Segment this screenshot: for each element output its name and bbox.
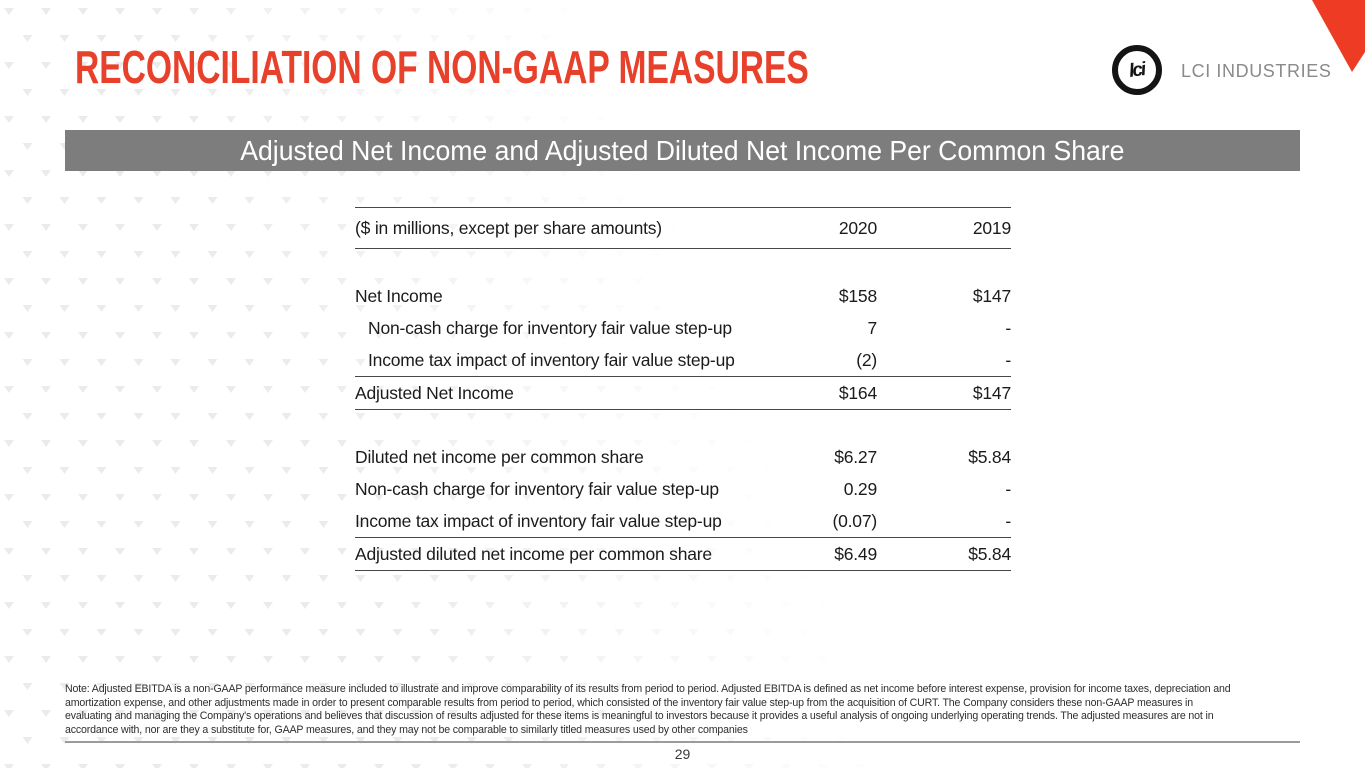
row-label: Income tax impact of inventory fair valu… (368, 349, 735, 370)
row-label: Diluted net income per common share (355, 446, 644, 467)
row-label: Non-cash charge for inventory fair value… (355, 478, 719, 499)
row-value-2019: - (1005, 317, 1011, 338)
financial-table: ($ in millions, except per share amounts… (355, 207, 1011, 571)
company-name: LCI INDUSTRIES (1181, 61, 1332, 81)
table-row: Adjusted diluted net income per common s… (355, 537, 1011, 571)
row-label: Net Income (355, 285, 443, 306)
row-value-2019: - (1005, 478, 1011, 499)
footer-divider-line (65, 741, 1300, 743)
row-value-2019: $147 (972, 285, 1011, 306)
row-label: Income tax impact of inventory fair valu… (355, 510, 722, 531)
table-caption: ($ in millions, except per share amounts… (355, 217, 662, 238)
table-section: Diluted net income per common share $6.2… (355, 441, 1011, 571)
table-row: Income tax impact of inventory fair valu… (355, 505, 1011, 537)
footnote-line: accordance with, nor are they a substitu… (65, 723, 748, 736)
section-banner: Adjusted Net Income and Adjusted Diluted… (65, 130, 1300, 171)
table-row: Income tax impact of inventory fair valu… (355, 344, 1011, 376)
table-row: Non-cash charge for inventory fair value… (355, 312, 1011, 344)
table-row: Non-cash charge for inventory fair value… (355, 473, 1011, 505)
row-value-2020: (0.07) (832, 510, 877, 531)
row-value-2020: $164 (838, 382, 877, 403)
table-section: Net Income $158 $147 Non-cash charge for… (355, 280, 1011, 410)
row-value-2020: (2) (856, 349, 877, 370)
row-value-2020: 0.29 (843, 478, 877, 499)
table-row: Net Income $158 $147 (355, 280, 1011, 312)
table-row: Adjusted Net Income $164 $147 (355, 376, 1011, 410)
column-header-2019: 2019 (972, 217, 1011, 238)
corner-accent-triangle (1312, 0, 1365, 72)
row-label: Non-cash charge for inventory fair value… (368, 317, 732, 338)
row-value-2019: - (1005, 510, 1011, 531)
page-title: RECONCILIATION OF NON-GAAP MEASURES (75, 41, 809, 93)
column-header-2020: 2020 (838, 217, 877, 238)
table-row: Diluted net income per common share $6.2… (355, 441, 1011, 473)
footnote-line: amortization expense, and other adjustme… (65, 696, 1193, 709)
footnote-line: evaluating and managing the Company's op… (65, 710, 1214, 723)
table-header-row: ($ in millions, except per share amounts… (355, 207, 1011, 249)
footnote-line: Note: Adjusted EBITDA is a non-GAAP perf… (65, 683, 1231, 695)
row-label: Adjusted diluted net income per common s… (355, 543, 712, 564)
row-value-2020: 7 (867, 317, 877, 338)
page-number: 29 (674, 746, 691, 762)
row-value-2020: $6.49 (834, 543, 877, 564)
row-value-2019: - (1005, 349, 1011, 370)
row-value-2019: $5.84 (968, 543, 1011, 564)
row-value-2020: $158 (838, 285, 877, 306)
table-body: Net Income $158 $147 Non-cash charge for… (355, 280, 1011, 571)
footnote: Note: Adjusted EBITDA is a non-GAAP perf… (65, 683, 1231, 737)
row-value-2020: $6.27 (834, 446, 877, 467)
row-value-2019: $5.84 (968, 446, 1011, 467)
lci-logo-icon: lci (1112, 45, 1162, 95)
section-banner-label: Adjusted Net Income and Adjusted Diluted… (240, 134, 1125, 166)
row-label: Adjusted Net Income (355, 382, 514, 403)
row-value-2019: $147 (972, 382, 1011, 403)
